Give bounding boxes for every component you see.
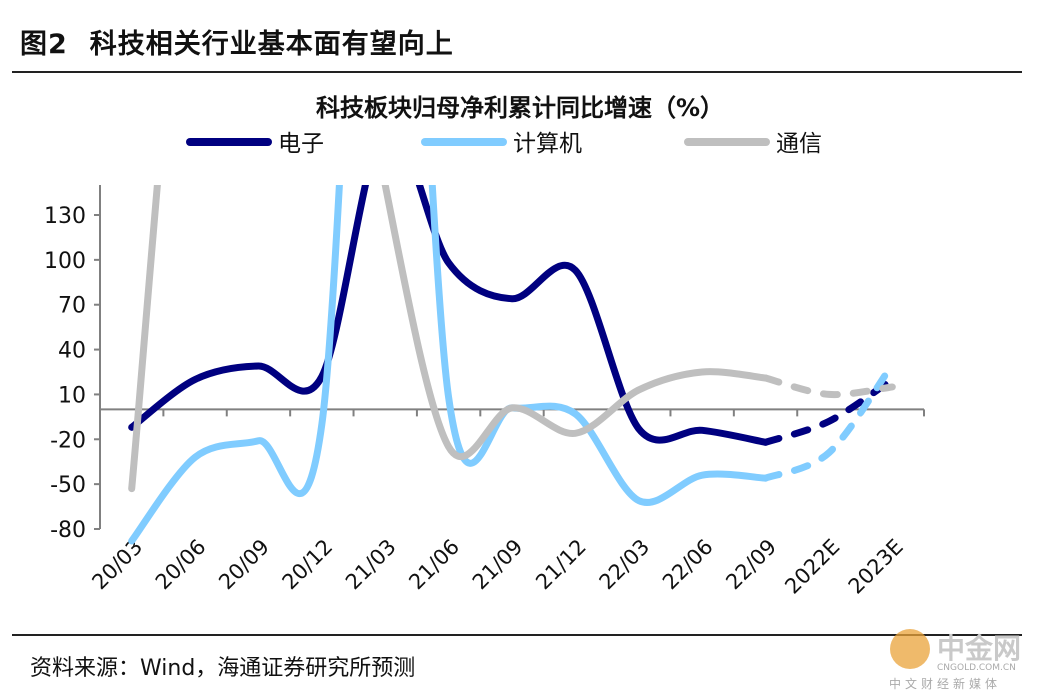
legend-label: 计算机 [513, 131, 582, 157]
source-note: 资料来源：Wind，海通证券研究所预测 [30, 656, 416, 681]
y-tick-label: 10 [58, 383, 86, 408]
figure-title: 图2 科技相关行业基本面有望向上 [20, 22, 454, 61]
x-tick-label: 21/09 [468, 535, 528, 595]
series-forecast-line-电子 [762, 375, 896, 446]
series-forecast-line-计算机 [762, 361, 896, 482]
x-tick-label: 22/06 [658, 535, 718, 595]
y-tick-label: 130 [44, 204, 86, 229]
bottom-rule [12, 634, 1022, 636]
x-tick-label: 22/09 [721, 535, 781, 595]
series-forecast-line-通信 [762, 374, 896, 399]
line-chart: 科技板块归母净利累计同比增速（%） 电子 计算机 通信 130 100 70 40 10 -2… [44, 94, 925, 599]
y-tick-label: -80 [50, 518, 86, 543]
watermark-name: 中金网 [937, 632, 1022, 665]
watermark-domain: CNGOLD.COM.CN [937, 663, 1016, 673]
series-lines [128, 185, 896, 545]
figure-title-text: 科技相关行业基本面有望向上 [89, 29, 454, 60]
y-tick-label: 40 [58, 339, 86, 364]
x-tick-label: 22/03 [595, 535, 655, 595]
x-tick-label: 20/06 [151, 535, 211, 595]
figure-number: 图2 [20, 29, 68, 60]
series-line-计算机 [128, 185, 770, 545]
series-line-通信 [128, 185, 770, 493]
x-tick-label: 20/03 [87, 535, 147, 595]
x-tick-label: 21/03 [341, 535, 401, 595]
legend-label: 电子 [278, 131, 324, 157]
y-tick-label: -20 [50, 428, 86, 453]
x-tick-label: 20/09 [214, 535, 274, 595]
x-tick-label: 21/06 [404, 535, 464, 595]
legend: 电子 计算机 通信 [186, 131, 822, 157]
x-tick-label: 2023E [844, 535, 908, 599]
watermark-tagline: 中文财经新媒体 [889, 677, 1002, 691]
y-tick-label: -50 [50, 473, 86, 498]
chart-title: 科技板块归母净利累计同比增速（%） [316, 94, 724, 122]
watermark-logo-icon [890, 629, 930, 669]
x-tick-label: 21/12 [531, 535, 591, 595]
top-rule [12, 71, 1022, 73]
y-tick-label: 100 [44, 249, 86, 274]
x-tick-label: 20/12 [278, 535, 338, 595]
y-tick-label: 70 [58, 294, 86, 319]
legend-label: 通信 [776, 131, 822, 157]
watermark: 中金网 CNGOLD.COM.CN 中文财经新媒体 [885, 625, 1035, 700]
x-tick-label: 2022E [780, 535, 844, 599]
